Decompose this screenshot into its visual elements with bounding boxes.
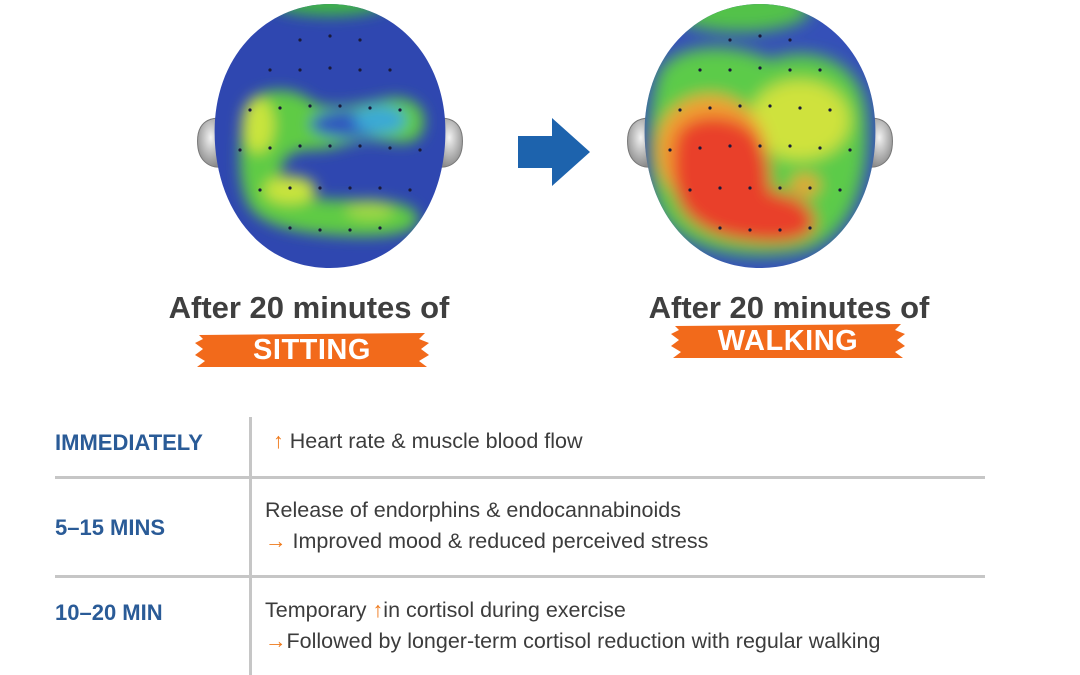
right-arrow-small-icon: →: [265, 629, 287, 653]
caption-sitting: After 20 minutes of: [168, 290, 450, 325]
timeline-line: Release of endorphins & endocannabinoids: [265, 498, 681, 522]
timeline-label-10-20-min: 10–20 MIN: [55, 600, 163, 625]
timeline-line-prefix: Temporary: [265, 598, 373, 622]
brush-stroke-shape: [195, 333, 429, 367]
timeline-line: Improved mood & reduced perceived stress: [286, 529, 709, 553]
right-arrow-icon: [518, 118, 590, 186]
electrode-dots: [238, 34, 422, 232]
timeline-text: → Improved mood & reduced perceived stre…: [265, 526, 708, 557]
timeline-text: Temporary ↑in cortisol during exercise: [265, 595, 626, 626]
timeline-label-immediately: IMMEDIATELY: [55, 430, 203, 455]
timeline-label-5-15-mins: 5–15 MINS: [55, 515, 166, 540]
electrode-dots: [668, 34, 852, 232]
label-walking: WALKING: [717, 325, 859, 357]
timeline-text: ↑ Heart rate & muscle blood flow: [273, 426, 583, 457]
label-sitting: SITTING: [253, 334, 371, 366]
brain-heatmap-walking: [627, 4, 893, 268]
table-divider-vertical: [249, 417, 252, 675]
caption-walking: After 20 minutes of: [648, 290, 930, 325]
table-divider-horizontal: [55, 476, 985, 479]
up-arrow-icon: ↑: [372, 598, 384, 622]
brush-stroke-shape: [671, 324, 905, 358]
timeline-line: Followed by longer-term cortisol reducti…: [286, 629, 881, 653]
timeline-text: →Followed by longer-term cortisol reduct…: [265, 626, 880, 657]
up-arrow-icon: ↑: [273, 429, 284, 453]
timeline-line: Heart rate & muscle blood flow: [283, 429, 583, 453]
right-arrow-small-icon: →: [265, 529, 287, 553]
timeline-line: in cortisol during exercise: [383, 598, 626, 622]
label-walking-badge: WALKING: [669, 322, 907, 360]
brain-heatmap-sitting: [197, 4, 463, 268]
table-divider-horizontal: [55, 575, 985, 578]
label-sitting-badge: SITTING: [193, 331, 431, 369]
